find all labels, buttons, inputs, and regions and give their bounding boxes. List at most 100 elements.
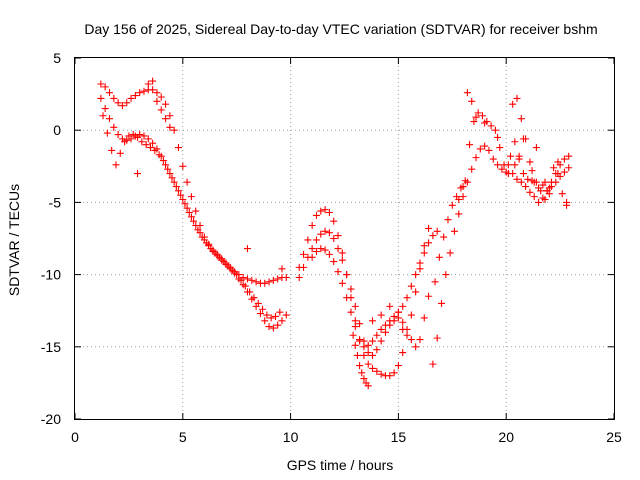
data-point-plus bbox=[399, 349, 407, 357]
data-point-plus bbox=[153, 97, 161, 105]
data-point-plus bbox=[554, 158, 562, 166]
data-point-plus bbox=[532, 144, 540, 152]
data-point-plus bbox=[241, 282, 249, 290]
data-point-plus bbox=[265, 278, 273, 286]
data-point-plus bbox=[356, 336, 364, 344]
data-point-plus bbox=[364, 360, 372, 368]
data-point-plus bbox=[494, 133, 502, 141]
data-point-plus bbox=[237, 276, 245, 284]
data-point-plus bbox=[364, 349, 372, 357]
data-point-plus bbox=[146, 144, 154, 152]
data-point-plus bbox=[399, 302, 407, 310]
data-point-plus bbox=[442, 271, 450, 279]
data-point-plus bbox=[166, 112, 174, 120]
data-point-plus bbox=[526, 188, 534, 196]
data-point-plus bbox=[448, 201, 456, 209]
y-tick-label: 5 bbox=[53, 50, 61, 66]
data-point-plus bbox=[390, 312, 398, 320]
data-point-plus bbox=[381, 321, 389, 329]
data-point-plus bbox=[412, 271, 420, 279]
data-point-plus bbox=[537, 187, 545, 195]
data-point-plus bbox=[183, 204, 191, 212]
data-point-plus bbox=[127, 94, 135, 102]
data-point-plus bbox=[425, 239, 433, 247]
data-point-plus bbox=[125, 132, 133, 140]
grid-lines bbox=[75, 58, 614, 419]
data-point-plus bbox=[528, 177, 536, 185]
data-point-plus bbox=[433, 334, 441, 342]
series-track-f bbox=[308, 227, 441, 351]
data-point-plus bbox=[360, 375, 368, 383]
data-point-plus bbox=[144, 135, 152, 143]
data-point-plus bbox=[541, 178, 549, 186]
data-point-plus bbox=[181, 200, 189, 208]
data-point-plus bbox=[224, 262, 232, 270]
data-point-plus bbox=[554, 170, 562, 178]
data-point-plus bbox=[481, 119, 489, 127]
data-point-plus bbox=[207, 245, 215, 253]
data-point-plus bbox=[420, 314, 428, 322]
data-point-plus bbox=[259, 305, 267, 313]
data-point-plus bbox=[455, 196, 463, 204]
data-point-plus bbox=[203, 239, 211, 247]
data-point-plus bbox=[377, 337, 385, 345]
series-scatter-extra bbox=[134, 77, 571, 333]
data-point-plus bbox=[560, 168, 568, 176]
data-point-plus bbox=[407, 336, 415, 344]
data-point-plus bbox=[386, 302, 394, 310]
data-point-plus bbox=[129, 131, 137, 139]
data-point-plus bbox=[118, 102, 126, 110]
data-point-plus bbox=[276, 308, 284, 316]
data-point-plus bbox=[347, 285, 355, 293]
data-point-plus bbox=[198, 233, 206, 241]
data-point-plus bbox=[535, 198, 543, 206]
data-point-plus bbox=[334, 268, 342, 276]
data-point-plus bbox=[317, 207, 325, 215]
data-point-plus bbox=[252, 278, 260, 286]
data-point-plus bbox=[282, 311, 290, 319]
data-point-plus bbox=[515, 152, 523, 160]
data-point-plus bbox=[278, 317, 286, 325]
data-point-plus bbox=[343, 271, 351, 279]
data-point-plus bbox=[151, 146, 159, 154]
data-point-plus bbox=[522, 183, 530, 191]
chart-title: Day 156 of 2025, Sidereal Day-to-day VTE… bbox=[84, 21, 597, 37]
data-point-plus bbox=[149, 86, 157, 94]
data-point-plus bbox=[351, 341, 359, 349]
data-point-plus bbox=[532, 178, 540, 186]
data-point-plus bbox=[325, 250, 333, 258]
data-point-plus bbox=[459, 183, 467, 191]
data-point-plus bbox=[420, 242, 428, 250]
data-point-plus bbox=[444, 216, 452, 224]
data-point-plus bbox=[330, 258, 338, 266]
data-point-plus bbox=[563, 201, 571, 209]
series-track-i bbox=[431, 94, 573, 286]
data-point-plus bbox=[412, 288, 420, 296]
data-point-plus bbox=[498, 165, 506, 173]
data-point-plus bbox=[489, 155, 497, 163]
data-point-plus bbox=[356, 320, 364, 328]
data-point-plus bbox=[325, 209, 333, 217]
data-point-plus bbox=[272, 312, 280, 320]
data-point-plus bbox=[504, 161, 512, 169]
data-point-plus bbox=[261, 279, 269, 287]
data-point-plus bbox=[511, 138, 519, 146]
data-point-plus bbox=[377, 325, 385, 333]
data-point-plus bbox=[435, 253, 443, 261]
data-point-plus bbox=[513, 175, 521, 183]
data-point-plus bbox=[511, 161, 519, 169]
data-point-plus bbox=[312, 236, 320, 244]
data-point-plus bbox=[386, 372, 394, 380]
data-point-plus bbox=[494, 161, 502, 169]
data-point-plus bbox=[282, 273, 290, 281]
data-point-plus bbox=[168, 174, 176, 182]
plot-frame bbox=[74, 57, 615, 420]
data-point-plus bbox=[513, 94, 521, 102]
data-point-plus bbox=[377, 311, 385, 319]
data-point-plus bbox=[349, 331, 357, 339]
data-point-plus bbox=[123, 99, 131, 107]
y-tick-label: -15 bbox=[41, 339, 61, 355]
data-point-plus bbox=[140, 132, 148, 140]
data-point-plus bbox=[110, 94, 118, 102]
data-point-plus bbox=[174, 187, 182, 195]
